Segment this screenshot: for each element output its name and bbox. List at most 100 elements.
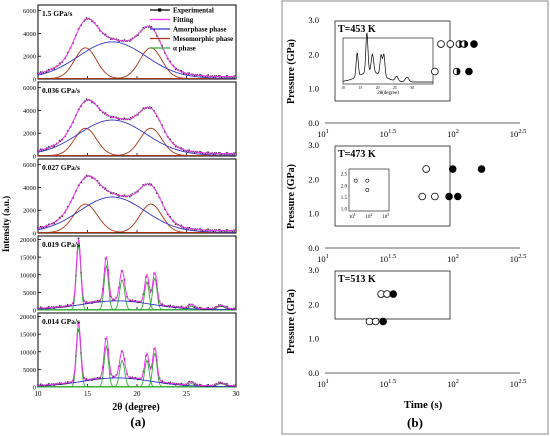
panel-a-experimental-point <box>169 138 172 141</box>
panel-a-experimental-point <box>104 187 107 190</box>
panel-a-fitting-curve <box>37 18 236 78</box>
panel-a-experimental-point <box>185 227 188 230</box>
panel-a-subplot-4: 0 5000 10000 15000 20000 0.019 GPa/s <box>20 235 237 315</box>
inset-data-point <box>365 188 370 192</box>
panel-a-experimental-point <box>188 72 190 74</box>
inset-y-tick-label: 1.5 <box>341 196 348 201</box>
data-point-open <box>422 165 430 173</box>
panel-a-experimental-point <box>193 383 196 386</box>
data-point-filled <box>465 67 473 76</box>
panel-a-experimental-point <box>234 384 236 387</box>
panel-a-experimental-point <box>180 305 182 308</box>
panel-a-x-tick-label: 30 <box>233 390 241 398</box>
panel-b-x-tick-label: 101 <box>317 128 329 139</box>
panel-a-experimental-point <box>131 37 134 40</box>
panel-a-experimental-point <box>174 306 177 309</box>
panel-a-experimental-point <box>99 377 101 379</box>
panel-a-experimental-point <box>53 222 55 225</box>
panel-a-experimental-point <box>193 74 196 77</box>
panel-a-experimental-point <box>137 190 139 193</box>
panel-a-experimental-point <box>53 145 55 147</box>
panel-a-experimental-point <box>58 140 61 142</box>
panel-a-experimental-point <box>220 230 223 233</box>
legend-label: Experimental <box>173 7 214 15</box>
panel-a-y-tick-label: 10000 <box>20 272 36 279</box>
panel-b-temperature-label: T=453 K <box>338 24 376 35</box>
panel-a-fitting-curve <box>37 99 236 155</box>
data-point-open <box>371 317 380 326</box>
panel-a-experimental-point <box>129 118 131 121</box>
panel-a-fitting-curve <box>38 322 236 387</box>
panel-a-component-peak <box>38 47 236 79</box>
data-point-open <box>431 192 439 201</box>
panel-a-experimental-point <box>129 377 131 380</box>
panel-a-x-tick-label: 15 <box>84 390 92 398</box>
panel-a-experimental-point <box>226 228 228 231</box>
inset-x-tick-label: 102 <box>366 213 373 220</box>
panel-a-experimental-point <box>96 180 99 182</box>
panel-a-experimental-point <box>91 20 93 23</box>
panel-a-experimental-point <box>131 116 134 118</box>
panel-b-y-tick-label: 1.0 <box>308 334 319 344</box>
panel-b-temperature-label: T=473 K <box>338 149 376 160</box>
data-point-filled <box>379 317 387 326</box>
panel-a-experimental-point <box>118 195 120 197</box>
panel-a-experimental-point <box>180 224 182 227</box>
panel-a-experimental-point <box>131 299 134 302</box>
panel-a-subplot-2: 0 2000 4000 6000 0.036 GPa/s <box>23 81 237 161</box>
panel-a-experimental-point <box>45 225 47 228</box>
panel-a-experimental-point <box>48 223 50 226</box>
panel-a-experimental-point <box>188 149 190 152</box>
panel-a-experimental-point <box>53 68 55 70</box>
panel-a-experimental-point <box>218 304 220 306</box>
panel-a-y-tick-label: 4000 <box>23 185 36 192</box>
panel-a-experimental-point <box>212 230 215 233</box>
panel-b-temperature-label: T=513 K <box>338 274 376 285</box>
panel-a-experimental-point <box>77 321 80 324</box>
panel-a-component-peak <box>38 203 236 233</box>
panel-a-experimental-point <box>183 72 185 74</box>
panel-a-experimental-point <box>37 72 39 75</box>
panel-a-subplot-label: 0.019 GPa/s <box>42 240 80 249</box>
panel-a-y-tick-label: 2000 <box>23 131 36 138</box>
panel-a-experimental-point <box>193 306 196 308</box>
panel-a-y-tick-label: 10000 <box>20 349 36 356</box>
panel-a-fitting-curve <box>38 239 236 310</box>
panel-a-subplot-label: 0.014 GPa/s <box>42 317 80 326</box>
panel-a-experimental-point <box>164 382 166 384</box>
panel-a-experimental-point <box>231 153 234 156</box>
panel-a-experimental-point <box>185 306 188 309</box>
panel-a-experimental-point <box>37 227 39 229</box>
panel-a-experimental-point <box>45 71 47 73</box>
panel-a-y-tick-label: 6000 <box>23 162 36 169</box>
panel-a-fitting-curve <box>37 175 236 232</box>
panel-a-experimental-point <box>131 193 134 195</box>
inset-y-tick-label: 2.5 <box>341 173 348 178</box>
panel-a-experimental-point <box>45 148 47 151</box>
panel-a-experimental-point <box>150 106 153 109</box>
panel-a-y-tick-label: 4000 <box>23 108 36 115</box>
panel-a-x-tick-label: 10 <box>35 390 43 398</box>
panel-a-experimental-point <box>104 112 107 114</box>
panel-a-y-axis-label: Intensity (a.u.) <box>1 196 11 252</box>
data-point-fill-half <box>464 40 468 48</box>
panel-a-y-tick-label: 5000 <box>23 290 36 297</box>
panel-a-experimental-point <box>142 27 145 29</box>
panel-a-experimental-point <box>161 380 163 383</box>
inset-data-point <box>353 178 358 183</box>
data-point-half-filled <box>452 67 461 76</box>
panel-a-experimental-point <box>207 383 209 386</box>
panel-b-x-tick-label: 101.5 <box>380 128 397 139</box>
panel-a-experimental-point <box>110 38 112 40</box>
panel-a-experimental-point <box>169 381 172 384</box>
panel-b-label: (b) <box>407 415 423 430</box>
panel-a-experimental-point <box>212 308 215 310</box>
panel-a-experimental-point <box>231 76 234 79</box>
inset-x-tick-label: 10 <box>341 86 345 90</box>
panel-a-experimental-point <box>212 153 215 155</box>
panel-a-experimental-point <box>183 149 185 152</box>
panel-a-experimental-point <box>147 26 150 28</box>
panel-a-experimental-point <box>39 225 42 228</box>
